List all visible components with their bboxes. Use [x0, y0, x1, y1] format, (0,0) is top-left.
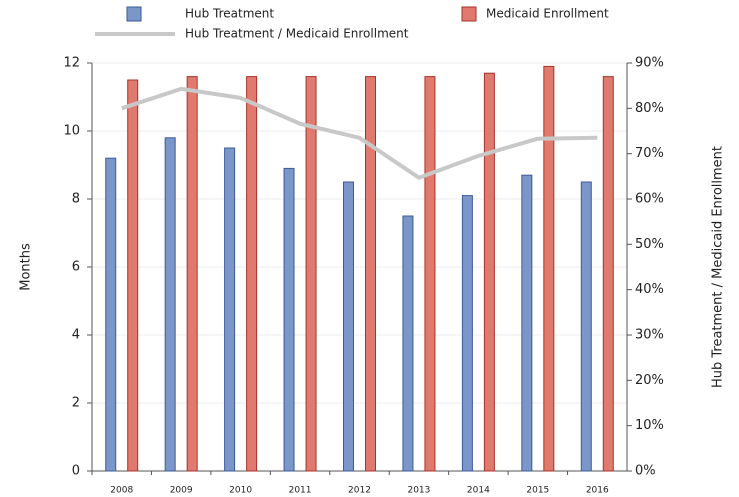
bar — [343, 181, 354, 472]
y-tick-label: 0 — [72, 464, 80, 479]
y-tick-label: 6 — [72, 260, 80, 275]
bar — [186, 76, 198, 472]
y2-axis-label: Hub Treatment / Medicaid Enrollment — [711, 146, 726, 388]
y-tick-label: 2 — [72, 396, 80, 411]
bar — [602, 76, 614, 472]
bar — [461, 195, 473, 472]
x-tick-label: 2015 — [526, 486, 549, 496]
bar — [127, 79, 139, 472]
bar — [365, 76, 376, 472]
y-tick-label: 8 — [72, 192, 80, 207]
y2-tick-label: 80% — [635, 101, 664, 116]
bar — [543, 65, 555, 472]
ratio-line — [121, 86, 598, 180]
y2-tick-label: 60% — [635, 192, 664, 207]
bar — [105, 157, 117, 472]
legend-swatch — [126, 6, 142, 22]
bar — [402, 215, 414, 472]
y2-tick-label: 70% — [635, 146, 664, 161]
y2-tick-label: 90% — [635, 56, 664, 71]
y2-tick-label: 40% — [635, 282, 664, 297]
bar — [224, 147, 236, 472]
y2-tick-label: 0% — [635, 464, 656, 479]
x-tick-label: 2014 — [467, 486, 490, 496]
x-tick-label: 2010 — [229, 486, 252, 496]
bar — [483, 72, 495, 472]
y2-tick-label: 20% — [635, 373, 664, 388]
x-tick-label: 2011 — [289, 486, 312, 496]
y-tick-label: 12 — [63, 56, 80, 71]
bar — [580, 181, 592, 472]
legend-swatch — [461, 6, 477, 22]
bar — [521, 174, 533, 472]
bar — [424, 76, 436, 472]
x-tick-label: 2008 — [110, 486, 133, 496]
y2-tick-label: 50% — [635, 237, 664, 252]
x-tick-label: 2013 — [407, 486, 430, 496]
x-tick-label: 2009 — [170, 486, 193, 496]
x-tick-label: 2016 — [586, 486, 609, 496]
bar — [164, 137, 176, 472]
bar — [305, 76, 317, 472]
legend-label: Hub Treatment — [185, 7, 274, 21]
y-axis-label: Months — [19, 243, 34, 291]
legend-label: Medicaid Enrollment — [486, 7, 609, 21]
x-tick-label: 2012 — [348, 486, 371, 496]
legend-label: Hub Treatment / Medicaid Enrollment — [185, 27, 409, 41]
y2-tick-label: 30% — [635, 328, 664, 343]
bar — [246, 76, 258, 472]
bar — [283, 167, 295, 472]
y2-tick-label: 10% — [635, 418, 664, 433]
y-tick-label: 4 — [72, 328, 80, 343]
y-tick-label: 10 — [63, 124, 80, 139]
